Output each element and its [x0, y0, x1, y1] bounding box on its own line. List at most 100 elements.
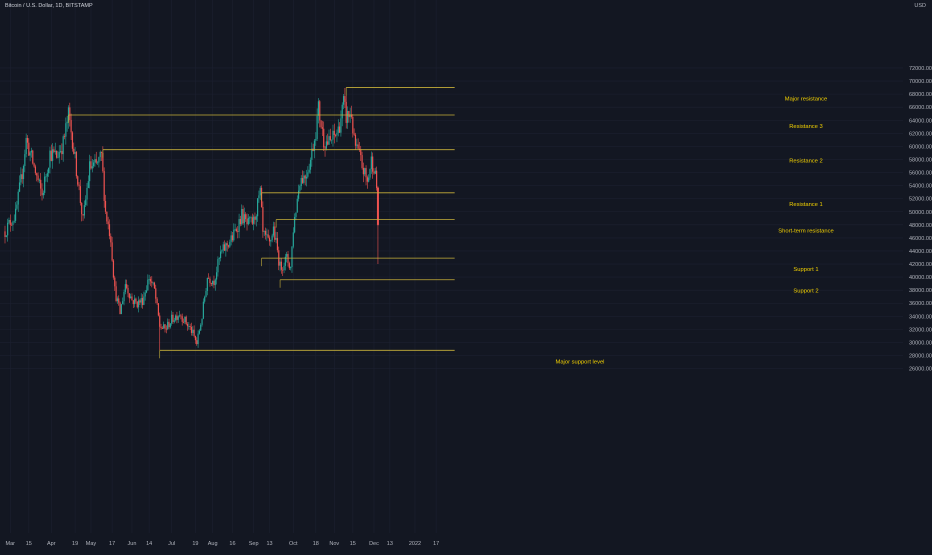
candle-body	[311, 148, 313, 160]
candle-body	[284, 256, 286, 266]
candle-body	[167, 321, 169, 329]
candle-body	[82, 214, 84, 216]
candle-body	[246, 219, 248, 225]
candle-body	[38, 179, 40, 181]
candle-body	[137, 300, 140, 308]
candle-body	[218, 258, 220, 260]
candle-body	[83, 205, 85, 216]
candle-body	[118, 298, 120, 303]
candle-body	[205, 290, 207, 297]
candle-body	[67, 107, 70, 122]
candle-body	[268, 237, 271, 242]
x-tick-label: Nov	[329, 541, 339, 547]
candle-body	[86, 187, 88, 200]
candle-body	[279, 261, 281, 266]
candle-body	[126, 284, 128, 288]
level-label: Resistance 3	[789, 124, 823, 130]
candle-body	[161, 328, 163, 329]
candle-body	[119, 302, 121, 315]
candle-body	[71, 132, 74, 149]
y-tick-label: 64000.00	[909, 118, 932, 124]
candle-body	[292, 232, 294, 247]
candle-body	[85, 199, 87, 206]
candle-body	[266, 234, 268, 236]
x-tick-label: 15	[26, 541, 32, 547]
candle-body	[34, 166, 37, 174]
candle-body	[58, 151, 60, 158]
candle-body	[168, 321, 170, 328]
candle-body	[376, 187, 379, 225]
x-tick-label: Oct	[289, 541, 298, 547]
candle-body	[280, 261, 283, 270]
candle-body	[134, 298, 136, 305]
y-tick-label: 48000.00	[909, 223, 932, 229]
candle-body	[233, 229, 235, 241]
y-tick-label: 38000.00	[909, 288, 932, 294]
candle-body	[13, 220, 15, 222]
candle-body	[271, 235, 273, 241]
candle-body	[201, 318, 203, 325]
candle-body	[7, 222, 9, 236]
candle-body	[198, 330, 201, 334]
candle-body	[356, 144, 358, 146]
candle-body	[332, 130, 334, 140]
candle-body	[114, 277, 116, 287]
candle-body	[152, 282, 154, 284]
candle-body	[90, 161, 92, 169]
candle-body	[95, 159, 97, 163]
y-tick-label: 66000.00	[909, 105, 932, 111]
symbol-title: Bitcoin / U.S. Dollar, 1D, BITSTAMP	[5, 3, 93, 9]
candle-body	[316, 115, 318, 140]
candle-body	[62, 136, 64, 155]
candle-body	[100, 151, 103, 153]
candle-body	[120, 304, 122, 315]
currency-label: USD	[914, 3, 926, 9]
candle-body	[251, 217, 253, 224]
candle-body	[267, 234, 269, 238]
candle-body	[373, 171, 375, 174]
candle-body	[245, 214, 247, 220]
candle-body	[256, 198, 259, 217]
candle-body	[309, 159, 312, 170]
candle-body	[156, 298, 158, 304]
level-label: Short-term resistance	[778, 229, 833, 235]
candle-body	[368, 177, 370, 182]
candle-body	[262, 206, 264, 232]
candle-body	[214, 279, 216, 286]
candle-body	[217, 259, 219, 273]
candle-body	[258, 195, 260, 199]
candle-body	[37, 175, 39, 181]
candle-body	[59, 151, 62, 152]
candle-body	[9, 219, 11, 225]
candle-body	[53, 149, 55, 152]
candle-body	[366, 177, 368, 182]
candle-body	[30, 150, 33, 153]
candle-body	[360, 149, 362, 156]
candle-body	[8, 219, 10, 223]
candle-body	[305, 176, 308, 179]
x-tick-label: 15	[350, 541, 356, 547]
candle-body	[149, 279, 152, 282]
candle-body	[44, 176, 46, 193]
candle-body	[323, 128, 325, 148]
x-tick-label: Jun	[128, 541, 137, 547]
candle-body	[263, 230, 265, 232]
candle-body	[283, 265, 285, 271]
candle-body	[14, 208, 17, 221]
candle-body	[177, 316, 179, 320]
candle-body	[52, 149, 54, 161]
candle-body	[338, 126, 341, 133]
candle-body	[77, 176, 79, 185]
candle-body	[79, 186, 81, 203]
y-tick-label: 50000.00	[909, 210, 932, 216]
y-tick-label: 52000.00	[909, 197, 932, 203]
candle-body	[4, 231, 6, 237]
candle-body	[93, 162, 95, 167]
candle-body	[89, 161, 91, 182]
candle-body	[239, 219, 242, 225]
candle-body	[361, 155, 363, 168]
y-tick-label: 70000.00	[909, 79, 932, 85]
candle-body	[242, 209, 244, 224]
candle-body	[115, 286, 117, 302]
